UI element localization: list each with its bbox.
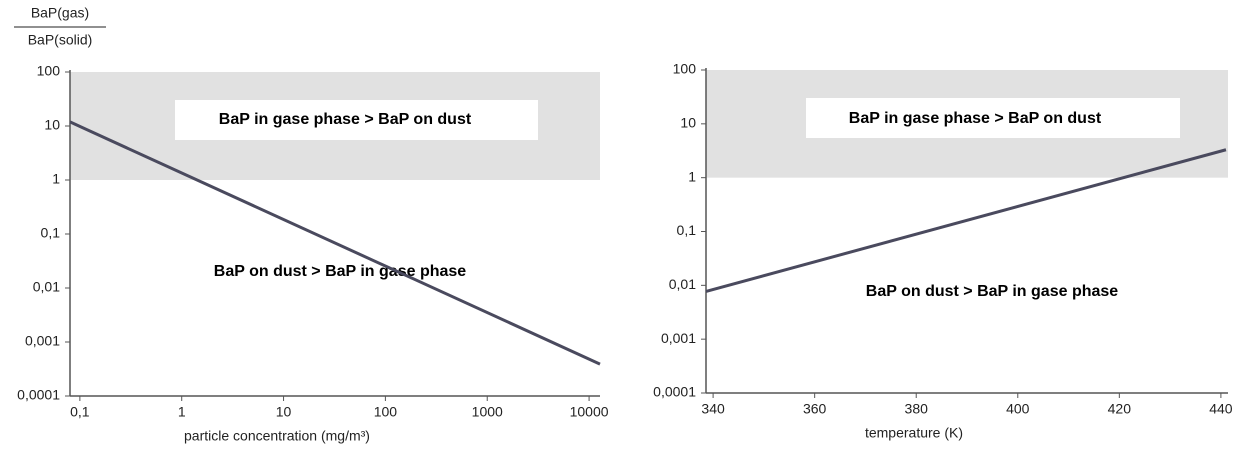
x-tick-label: 1000 (472, 404, 503, 420)
y-tick-label: 1 (688, 168, 696, 184)
x-tick-label: 100 (374, 404, 398, 420)
x-tick-label: 10000 (570, 404, 609, 420)
y-tick-label: 0,001 (25, 333, 60, 349)
x-axis-label: particle concentration (mg/m³) (184, 428, 370, 444)
x-tick-label: 440 (1209, 401, 1233, 417)
x-tick-label: 420 (1108, 401, 1132, 417)
y-label-denominator: BaP(solid) (28, 32, 93, 48)
annotation: BaP in gase phase > BaP on dust (219, 111, 472, 128)
y-tick-label: 0,0001 (17, 387, 60, 403)
y-tick-label: 1 (52, 171, 60, 187)
y-tick-label: 100 (673, 61, 697, 77)
x-tick-label: 10 (276, 404, 292, 420)
x-tick-label: 400 (1006, 401, 1030, 417)
x-tick-label: 360 (803, 401, 827, 417)
y-tick-label: 0,001 (661, 330, 696, 346)
y-tick-label: 10 (44, 117, 60, 133)
annotation: BaP on dust > BaP in gase phase (214, 263, 466, 280)
y-tick-label: 10 (680, 115, 696, 131)
y-tick-label: 0,1 (677, 222, 697, 238)
x-tick-label: 1 (178, 404, 186, 420)
y-tick-label: 0,01 (669, 276, 696, 292)
annotation-box (806, 98, 1180, 138)
y-label-numerator: BaP(gas) (31, 5, 89, 21)
data-line (705, 148, 1227, 293)
y-tick-label: 0,0001 (653, 384, 696, 400)
x-tick-label: 380 (905, 401, 929, 417)
x-axis-label: temperature (K) (865, 425, 963, 441)
y-tick-label: 0,01 (33, 279, 60, 295)
y-tick-label: 0,1 (41, 225, 61, 241)
x-tick-label: 340 (701, 401, 725, 417)
annotation: BaP on dust > BaP in gase phase (866, 283, 1118, 300)
data-line (69, 120, 601, 366)
annotation-box (175, 100, 538, 140)
annotation: BaP in gase phase > BaP on dust (849, 110, 1102, 127)
y-tick-label: 100 (37, 63, 61, 79)
x-tick-label: 0,1 (70, 404, 90, 420)
